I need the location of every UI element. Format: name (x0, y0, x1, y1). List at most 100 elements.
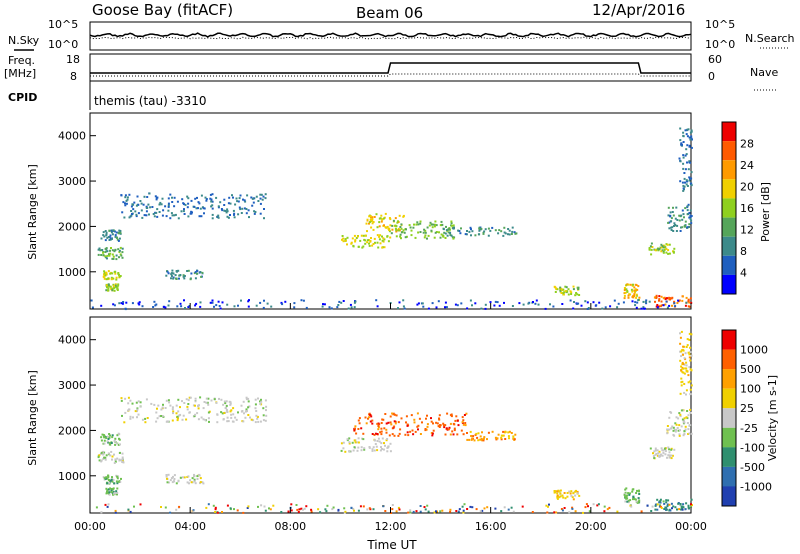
data-point (432, 422, 434, 425)
data-point (477, 432, 480, 435)
data-point (668, 503, 671, 506)
data-point (188, 396, 191, 399)
data-point (665, 508, 668, 511)
data-point (354, 425, 357, 428)
data-point (190, 212, 193, 215)
data-point (100, 304, 103, 307)
data-point (180, 305, 183, 308)
data-point (479, 438, 482, 441)
data-point (454, 303, 457, 306)
data-point (498, 304, 501, 307)
data-point (204, 419, 207, 422)
data-point (472, 435, 475, 438)
data-point (443, 231, 446, 234)
data-point (229, 402, 232, 405)
data-point (117, 480, 120, 483)
data-point (187, 215, 190, 218)
data-point (366, 241, 369, 244)
data-point (685, 301, 688, 304)
data-point (103, 270, 106, 273)
data-point (628, 493, 631, 496)
data-point (566, 495, 569, 498)
data-point (629, 492, 631, 495)
data-point (382, 237, 385, 240)
data-point (383, 246, 386, 249)
data-point (656, 498, 659, 501)
data-point (102, 234, 105, 237)
data-point (266, 302, 269, 305)
data-point (686, 422, 689, 424)
data-point (293, 302, 296, 305)
data-point (563, 291, 566, 294)
data-point (257, 505, 259, 508)
data-point (217, 300, 220, 303)
data-point (634, 288, 637, 291)
data-point (264, 419, 267, 422)
data-point (206, 401, 209, 404)
data-point (635, 500, 638, 503)
data-point (171, 269, 174, 272)
data-point (659, 501, 662, 504)
data-point (181, 418, 184, 421)
data-point (688, 353, 691, 356)
data-point (669, 211, 672, 214)
data-point (353, 306, 356, 309)
data-point (664, 453, 667, 456)
data-point (363, 238, 366, 241)
data-point (444, 232, 447, 235)
data-point (194, 271, 197, 274)
data-point (98, 459, 101, 462)
data-point (188, 482, 190, 485)
data-point (679, 350, 682, 353)
data-point (675, 423, 678, 426)
data-point (165, 215, 168, 218)
data-point (202, 418, 205, 421)
data-point (383, 224, 385, 227)
data-point (474, 302, 477, 305)
data-point (146, 196, 149, 198)
data-point (105, 454, 108, 457)
data-point (489, 301, 492, 304)
data-point (415, 223, 418, 226)
data-point (560, 288, 563, 291)
data-point (376, 305, 379, 308)
data-point (213, 398, 216, 401)
data-point (535, 299, 538, 302)
data-point (673, 222, 676, 225)
data-point (381, 239, 384, 242)
data-point (660, 246, 663, 249)
data-point (413, 421, 416, 424)
data-point (120, 254, 123, 257)
data-point (260, 504, 263, 507)
data-point (378, 440, 381, 443)
data-point (113, 482, 116, 485)
data-point (106, 254, 109, 257)
data-point (688, 223, 691, 226)
data-point (587, 505, 589, 508)
data-point (264, 399, 267, 402)
data-point (657, 454, 660, 457)
data-point (100, 439, 103, 442)
data-point (502, 434, 505, 437)
data-point (684, 225, 686, 228)
data-point (149, 206, 152, 209)
data-point (391, 433, 394, 436)
data-point (690, 432, 693, 435)
data-point (373, 216, 376, 218)
data-point (440, 220, 443, 223)
data-point (104, 239, 107, 242)
data-point (668, 448, 671, 451)
data-point (414, 236, 417, 239)
data-point (562, 293, 565, 296)
data-point (392, 426, 395, 429)
data-point (397, 434, 400, 437)
data-point (200, 275, 203, 278)
data-point (251, 197, 254, 200)
data-point (665, 251, 668, 254)
data-point (200, 215, 203, 218)
data-point (689, 351, 692, 354)
data-point (116, 434, 119, 437)
data-point (120, 399, 123, 402)
data-point (192, 510, 195, 513)
data-point (633, 289, 636, 292)
